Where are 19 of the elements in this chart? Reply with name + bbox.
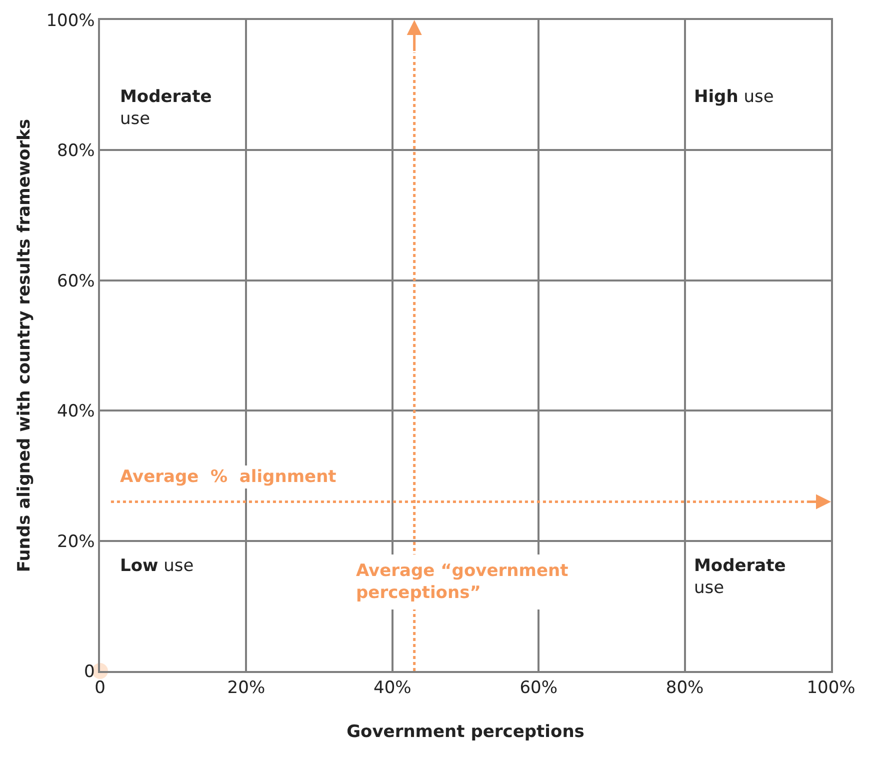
ref-line-label: Average “government perceptions” xyxy=(356,561,568,604)
y-tick-label: 80% xyxy=(57,141,95,162)
y-tick-label: 60% xyxy=(57,271,95,292)
ref-line-label: Average % alignment xyxy=(120,467,336,487)
x-tick-label: 80% xyxy=(666,678,704,698)
annotation: Moderate use xyxy=(120,87,212,130)
y-tick-label: 100% xyxy=(46,10,95,31)
y-axis-title: Funds aligned with country results frameworks xyxy=(14,118,34,572)
x-tick-label: 100% xyxy=(806,678,856,698)
x-tick-label: 60% xyxy=(520,678,558,698)
y-tick-label: 40% xyxy=(57,402,95,422)
annotation: Moderate use xyxy=(694,556,786,598)
x-axis-title: Government perceptions xyxy=(346,722,584,742)
annotation: Low use xyxy=(120,556,194,576)
x-tick-label: 40% xyxy=(374,678,412,698)
y-tick-label: 20% xyxy=(57,532,95,552)
x-tick-label: 20% xyxy=(227,678,266,698)
annotation: High use xyxy=(694,87,774,107)
y-tick-label: 0 xyxy=(84,662,95,682)
